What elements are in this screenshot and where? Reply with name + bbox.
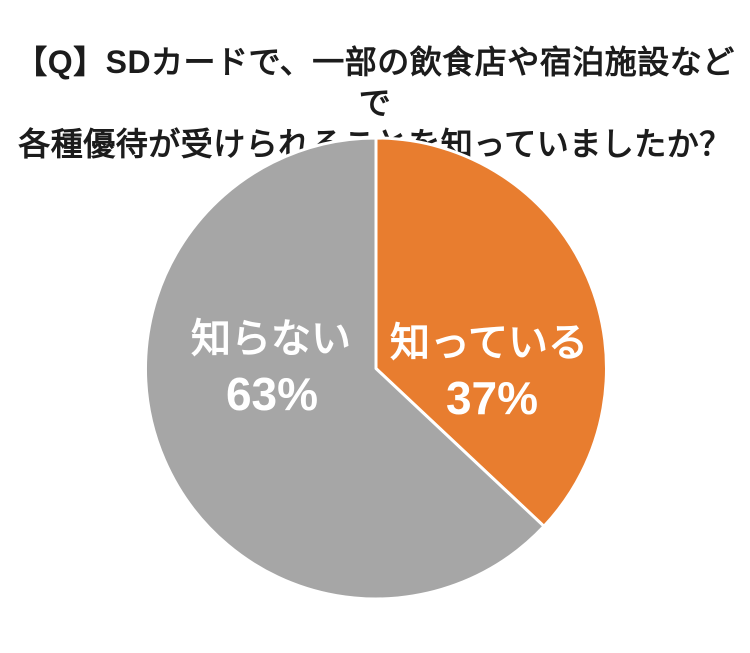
chart-title-line-1: 【Q】SDカードで、一部の飲食店や宿泊施設などで [15, 44, 735, 121]
slice-pct-shitteiru: 37% [446, 372, 538, 424]
pie-slice-shiranai [143, 136, 546, 601]
pie-slice-shitteiru [374, 136, 608, 528]
slice-pct-shiranai: 63% [226, 368, 318, 420]
slice-label-shitteiru: 知っている [390, 321, 588, 365]
chart-title: 【Q】SDカードで、一部の飲食店や宿泊施設などで 各種優待が受けられることを知っ… [0, 42, 750, 165]
slice-label-shiranai: 知らない [191, 317, 351, 361]
